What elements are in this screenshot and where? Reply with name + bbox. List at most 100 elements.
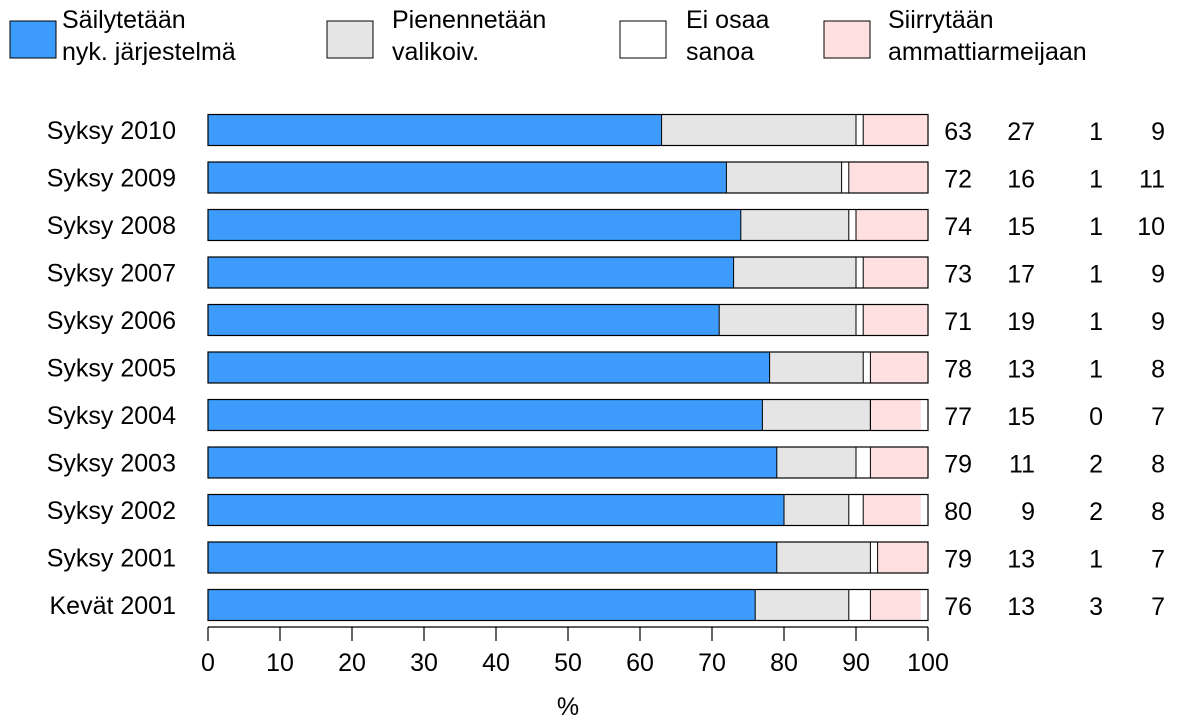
bar-segment xyxy=(848,209,856,241)
category-labels: Syksy 2010 Syksy 2009 Syksy 2008 Syksy 2007… xyxy=(47,117,176,620)
bar-segment xyxy=(848,162,928,193)
value-label: 9 xyxy=(1151,308,1165,336)
bar-segment xyxy=(208,162,727,193)
bar-outline xyxy=(207,588,929,622)
value-label: 3 xyxy=(1089,593,1103,621)
category-label: Syksy 2009 xyxy=(47,165,176,193)
value-label: 7 xyxy=(1151,593,1165,621)
bar-segment xyxy=(208,399,763,431)
bar-outline xyxy=(207,256,929,289)
value-label: 13 xyxy=(1007,593,1035,621)
bar-segment xyxy=(877,542,928,573)
bar-outline xyxy=(207,113,929,147)
value-label: 79 xyxy=(944,546,972,574)
x-tick-label: 90 xyxy=(842,649,870,677)
bar-row xyxy=(207,541,929,574)
bar-row xyxy=(207,446,929,479)
value-label: 1 xyxy=(1089,166,1103,194)
bar-row xyxy=(207,256,929,289)
x-axis: 0 10 20 30 40 50 60 70 80 90 100 xyxy=(201,626,949,677)
bar-segment xyxy=(870,352,928,383)
bar-outline xyxy=(207,208,929,242)
value-label: 1 xyxy=(1089,118,1103,146)
value-label: 71 xyxy=(944,308,972,336)
value-label: 27 xyxy=(1007,118,1035,146)
legend-label: sanoa xyxy=(686,38,754,66)
bar-segment xyxy=(856,114,864,146)
bar-segment xyxy=(863,257,928,288)
bar-row xyxy=(207,351,929,384)
value-label: 7 xyxy=(1151,546,1165,574)
legend-swatch xyxy=(823,20,871,59)
bar-outline xyxy=(207,303,929,337)
bar-segment xyxy=(208,114,662,146)
x-tick-label: 30 xyxy=(410,649,438,677)
bar-segment xyxy=(762,399,871,431)
bar-segment xyxy=(863,114,928,146)
value-label: 9 xyxy=(1151,118,1165,146)
bar-outline xyxy=(207,446,929,479)
value-label: 0 xyxy=(1089,403,1103,431)
value-label: 13 xyxy=(1007,546,1035,574)
bar-segment xyxy=(726,162,842,193)
bar-row xyxy=(207,303,929,337)
bar-segment xyxy=(208,494,784,526)
bar-outline xyxy=(207,351,929,384)
value-label: 1 xyxy=(1089,213,1103,241)
legend-label: ammattiarmeijaan xyxy=(888,38,1087,66)
bar-segment xyxy=(733,257,856,288)
category-label: Syksy 2003 xyxy=(47,450,176,478)
value-label: 76 xyxy=(944,593,972,621)
category-label: Syksy 2001 xyxy=(47,545,176,573)
category-label: Syksy 2005 xyxy=(47,355,176,383)
value-label: 1 xyxy=(1089,261,1103,289)
value-label: 1 xyxy=(1089,546,1103,574)
x-tick-label: 60 xyxy=(626,649,654,677)
value-label: 63 xyxy=(944,118,972,146)
legend-label: Pienennetään xyxy=(392,6,546,34)
value-label: 19 xyxy=(1007,308,1035,336)
bar-segment xyxy=(848,494,864,526)
x-tick-label: 70 xyxy=(698,649,726,677)
category-label: Syksy 2007 xyxy=(47,260,176,288)
bar-segment xyxy=(870,589,921,621)
value-label: 17 xyxy=(1007,261,1035,289)
value-label: 9 xyxy=(1021,498,1035,526)
value-label: 10 xyxy=(1137,213,1165,241)
bar-segment xyxy=(208,352,770,383)
bar-segment xyxy=(769,352,864,383)
legend-label: nyk. järjestelmä xyxy=(62,38,236,66)
bar-outline xyxy=(207,541,929,574)
value-label: 2 xyxy=(1089,498,1103,526)
value-label: 8 xyxy=(1151,498,1165,526)
bar-segment xyxy=(208,209,741,241)
bar-segment xyxy=(848,589,871,621)
bar-segment xyxy=(740,209,849,241)
category-label: Syksy 2010 xyxy=(47,117,176,145)
value-label: 79 xyxy=(944,451,972,479)
legend-label: valikoiv. xyxy=(392,38,479,66)
x-tick-label: 10 xyxy=(266,649,294,677)
value-label: 78 xyxy=(944,356,972,384)
value-label: 11 xyxy=(1139,166,1165,194)
legend-label: Säilytetään xyxy=(62,6,186,34)
bar-segment xyxy=(863,304,928,336)
x-tick-label: 40 xyxy=(482,649,510,677)
bar-row xyxy=(207,398,929,432)
category-label: Syksy 2006 xyxy=(47,307,176,335)
value-label: 74 xyxy=(944,213,972,241)
bar-segment xyxy=(661,114,856,146)
legend-label: Siirrytään xyxy=(888,6,994,34)
bar-segment xyxy=(208,257,734,288)
value-label: 2 xyxy=(1089,451,1103,479)
bar-segment xyxy=(870,542,878,573)
bar-segment xyxy=(841,162,849,193)
x-tick-label: 100 xyxy=(907,649,949,677)
category-label: Syksy 2004 xyxy=(47,402,176,430)
x-axis-label: % xyxy=(557,693,579,720)
category-label: Syksy 2002 xyxy=(47,497,176,525)
legend-swatch xyxy=(9,20,57,59)
x-tick-label: 50 xyxy=(554,649,582,677)
